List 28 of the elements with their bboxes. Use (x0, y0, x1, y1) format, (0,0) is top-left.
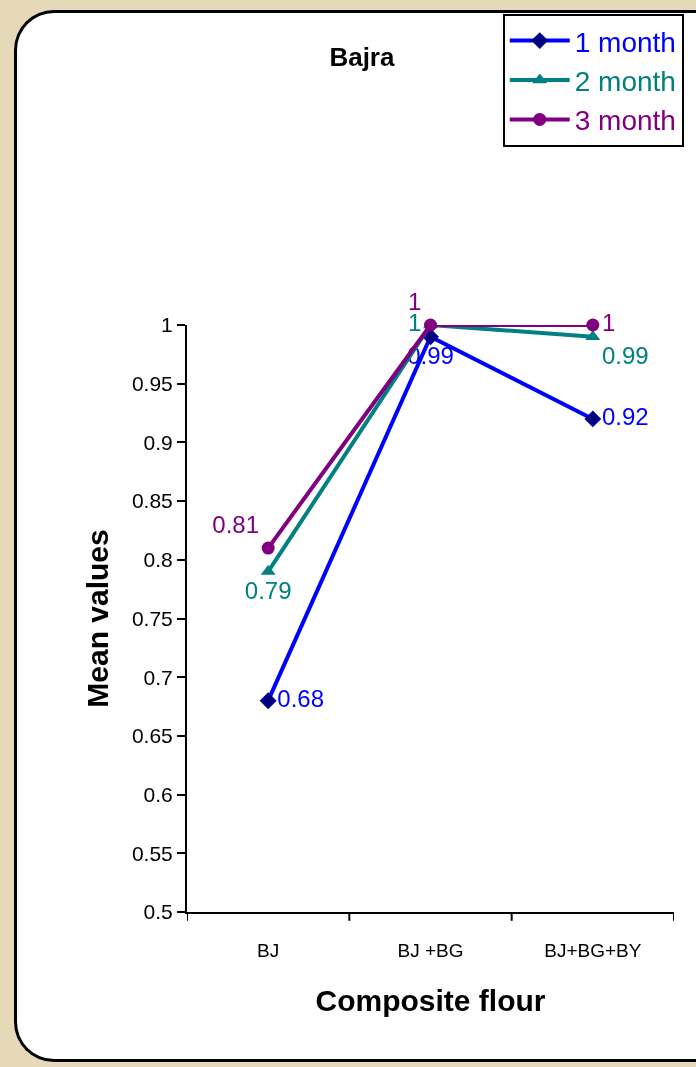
legend-label: 2 month (574, 65, 676, 97)
y-tick-label: 0.5 (143, 900, 173, 924)
data-label: 0.79 (244, 576, 292, 604)
y-tick-label: 0.7 (143, 665, 173, 689)
x-axis-title: Composite flour (315, 983, 546, 1017)
y-axis-title: Mean values (81, 529, 115, 708)
y-tick-label: 0.9 (143, 430, 173, 454)
y-tick-label: 0.75 (131, 606, 173, 630)
y-tick-label: 0.8 (143, 548, 173, 572)
data-label: 0.68 (277, 684, 325, 712)
y-tick-label: 0.65 (131, 724, 173, 748)
y-tick-label: 0.6 (143, 782, 173, 806)
legend-label: 3 month (574, 105, 676, 137)
data-label: 0.81 (212, 510, 260, 538)
x-tick-label: BJ+BG+BY (544, 939, 642, 961)
data-label: 1 (601, 309, 616, 336)
chart-title: Bajra (329, 42, 395, 73)
y-tick-label: 0.95 (131, 372, 173, 396)
x-tick-label: BJ +BG (397, 939, 464, 961)
y-tick-label: 1 (161, 313, 173, 337)
x-tick-label: BJ (257, 939, 280, 961)
legend-label: 1 month (574, 26, 676, 58)
point (261, 541, 275, 555)
data-label: 0.92 (601, 402, 649, 430)
y-tick-label: 0.55 (131, 841, 173, 865)
point (586, 318, 600, 332)
data-label: 0.99 (601, 341, 649, 369)
y-tick-label: 0.85 (131, 489, 173, 513)
